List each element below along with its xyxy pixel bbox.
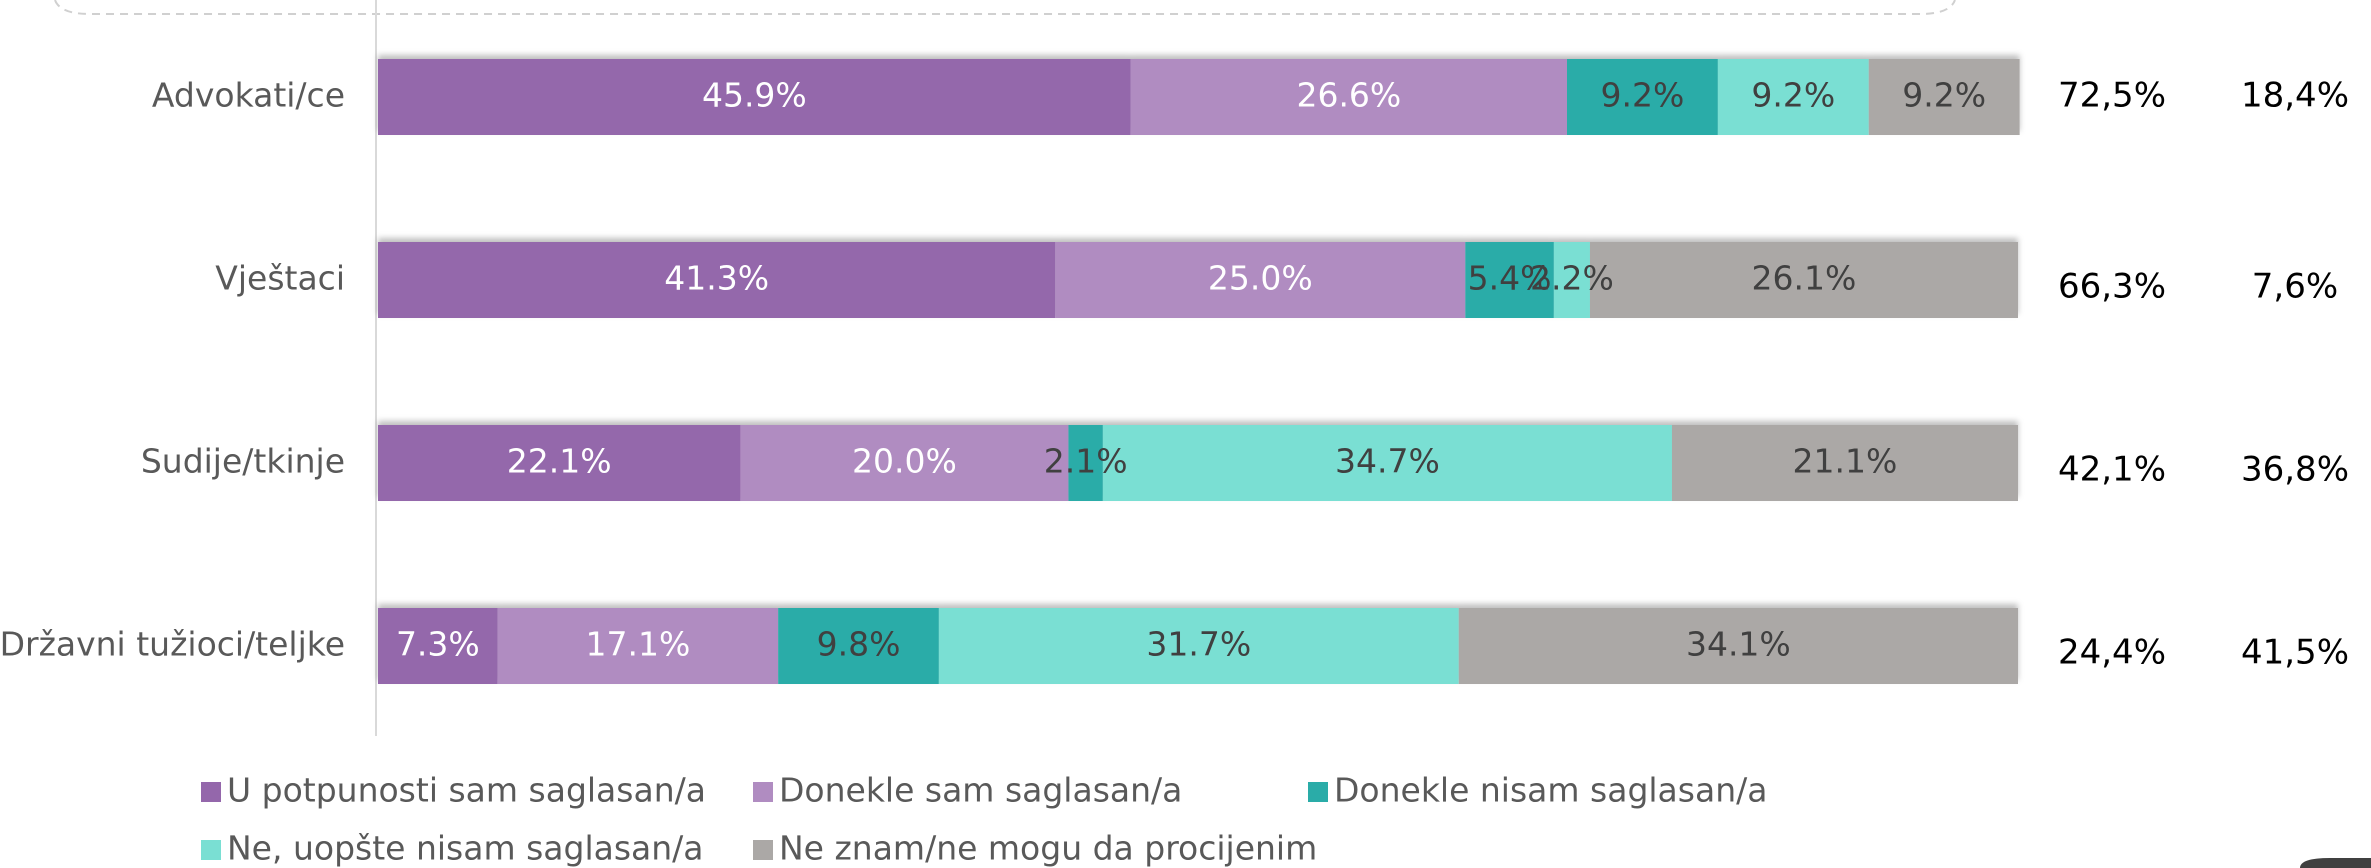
category-label: Državni tužioci/teljke bbox=[0, 625, 345, 664]
data-label: 9.2% bbox=[1902, 76, 1986, 115]
legend-swatch bbox=[753, 840, 773, 860]
bar-segment bbox=[1717, 59, 1869, 135]
category-label: Sudije/tkinje bbox=[141, 442, 345, 481]
data-label: 26.6% bbox=[1296, 76, 1401, 115]
total-label: 7,6% bbox=[2252, 267, 2338, 307]
bar-segment bbox=[1068, 425, 1103, 501]
bar-segment bbox=[1567, 59, 1718, 135]
data-label: 5.4% bbox=[1468, 259, 1552, 298]
bar-segment bbox=[740, 425, 1069, 501]
data-label: 9.2% bbox=[1601, 76, 1685, 115]
bar-segment bbox=[1553, 242, 1590, 318]
total-label: 41,5% bbox=[2241, 633, 2349, 673]
frame-edge bbox=[54, 0, 1956, 15]
data-label: 26.1% bbox=[1752, 259, 1857, 298]
bar-segment bbox=[378, 242, 1056, 318]
data-label: 9.8% bbox=[817, 625, 901, 664]
bar-segment bbox=[378, 425, 741, 501]
bar-segment bbox=[1465, 242, 1554, 318]
bar-segment bbox=[1589, 242, 2018, 318]
bar-group bbox=[378, 242, 2018, 318]
legend-label: U potpunosti sam saglasan/a bbox=[227, 771, 706, 810]
category-label: Vještaci bbox=[215, 259, 345, 298]
bar-group bbox=[378, 608, 2018, 684]
category-label: Advokati/ce bbox=[152, 76, 345, 115]
total-label: 66,3% bbox=[2058, 267, 2166, 307]
data-label: 41.3% bbox=[664, 259, 769, 298]
data-label: 34.1% bbox=[1686, 625, 1791, 664]
bar-segment bbox=[1055, 242, 1466, 318]
legend-label: Donekle sam saglasan/a bbox=[779, 771, 1182, 810]
legend-label: Ne znam/ne mogu da procijenim bbox=[779, 829, 1317, 868]
legend-swatch bbox=[753, 782, 773, 802]
data-label: 31.7% bbox=[1146, 625, 1251, 664]
data-label: 34.7% bbox=[1335, 442, 1440, 481]
total-label: 24,4% bbox=[2058, 633, 2166, 673]
legend-label: Ne, uopšte nisam saglasan/a bbox=[227, 829, 704, 868]
total-label: 36,8% bbox=[2241, 450, 2349, 490]
data-label: 21.1% bbox=[1793, 442, 1898, 481]
data-label: 7.3% bbox=[396, 625, 480, 664]
legend-swatch bbox=[201, 782, 221, 802]
bar-segment bbox=[778, 608, 939, 684]
bar-group bbox=[378, 59, 2020, 135]
data-label: 22.1% bbox=[507, 442, 612, 481]
data-label: 2.2% bbox=[1530, 259, 1614, 298]
bar-segment bbox=[378, 608, 498, 684]
data-label: 2.1% bbox=[1044, 442, 1128, 481]
total-label: 72,5% bbox=[2058, 76, 2166, 116]
data-label: 17.1% bbox=[586, 625, 691, 664]
total-label: 18,4% bbox=[2241, 76, 2349, 116]
legend-swatch bbox=[1308, 782, 1328, 802]
bar-segment bbox=[1102, 425, 1672, 501]
bar-segment bbox=[1671, 425, 2018, 501]
bar-group bbox=[378, 425, 2018, 501]
total-label: 42,1% bbox=[2058, 450, 2166, 490]
bar-segment bbox=[1458, 608, 2018, 684]
data-label: 9.2% bbox=[1751, 76, 1835, 115]
bar-segment bbox=[378, 59, 1131, 135]
bar-segment bbox=[497, 608, 779, 684]
corner-widget bbox=[2300, 858, 2371, 868]
data-label: 20.0% bbox=[852, 442, 957, 481]
bar-segment bbox=[1868, 59, 2020, 135]
legend-label: Donekle nisam saglasan/a bbox=[1334, 771, 1767, 810]
bar-segment bbox=[1130, 59, 1567, 135]
bar-segment bbox=[938, 608, 1459, 684]
data-label: 25.0% bbox=[1208, 259, 1313, 298]
legend-swatch bbox=[201, 840, 221, 860]
data-label: 45.9% bbox=[702, 76, 807, 115]
